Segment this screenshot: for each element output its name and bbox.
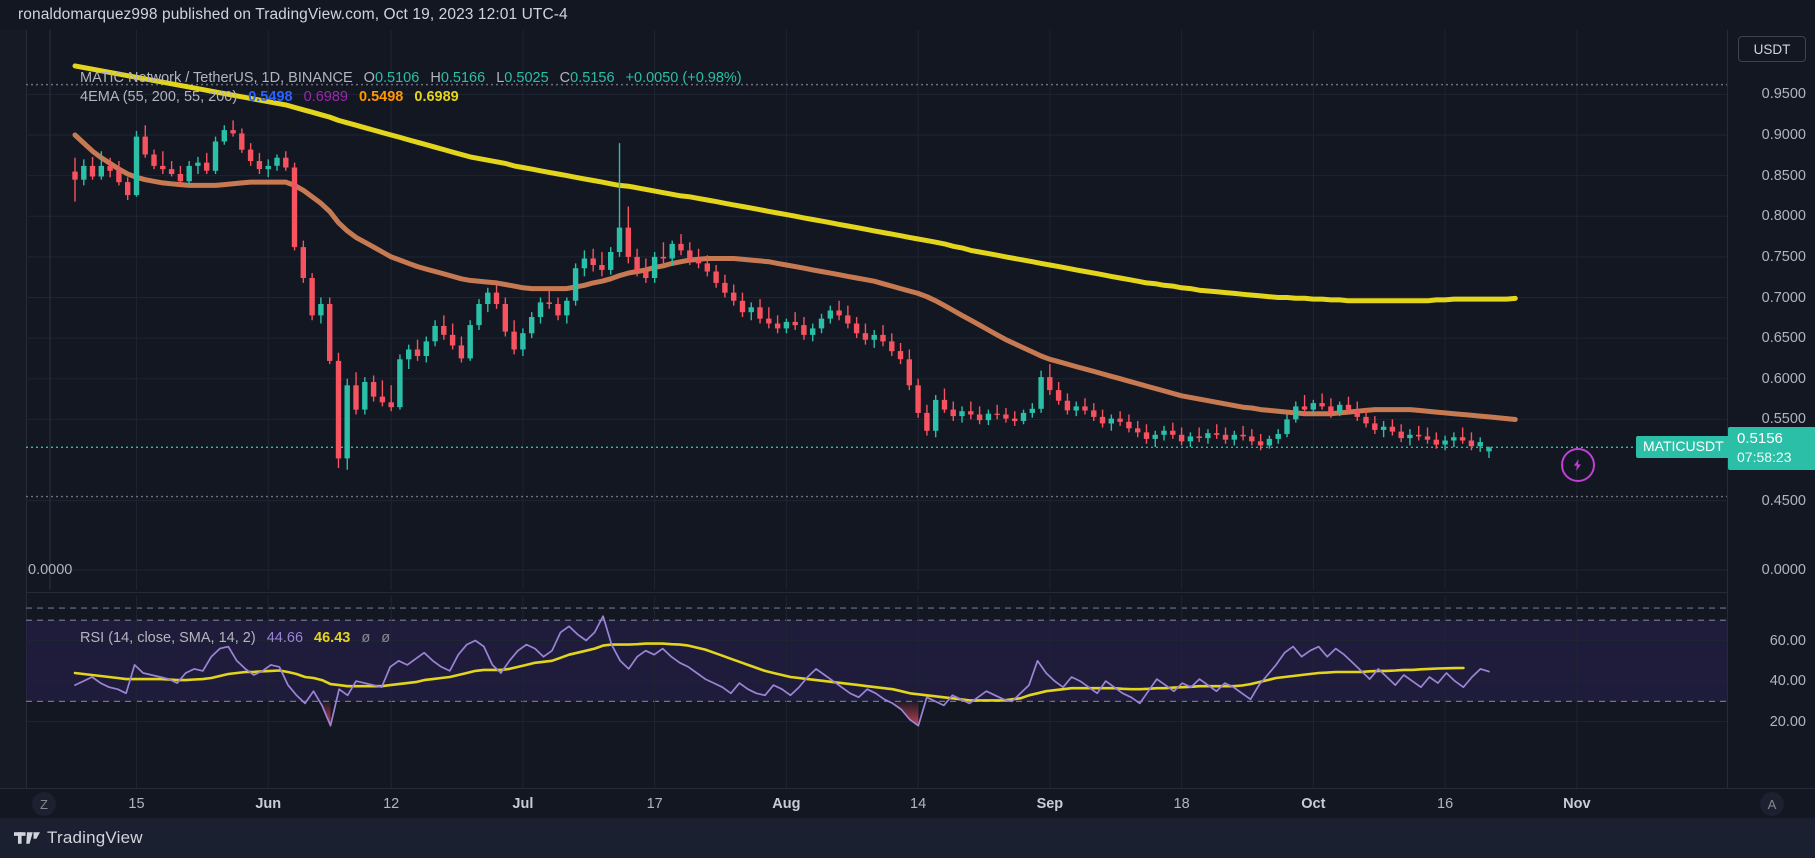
- time-tick-label: 15: [128, 796, 145, 812]
- left-gutter: [0, 30, 27, 788]
- chart-frame: USDT 0.9500 0.9000 0.8500 0.8000 0.7500 0.700…: [0, 30, 1815, 819]
- time-tick-label: 14: [910, 796, 927, 812]
- auto-scale-button[interactable]: A: [1760, 792, 1784, 816]
- countdown-timer: 07:58:23: [1737, 449, 1792, 466]
- time-tick-label: Sep: [1036, 796, 1064, 812]
- time-tick-label: Jun: [255, 796, 282, 812]
- plot-area[interactable]: [26, 30, 1727, 788]
- price-tick-label: 0.6000: [1761, 370, 1806, 387]
- price-axis[interactable]: USDT 0.9500 0.9000 0.8500 0.8000 0.7500 0.700…: [1727, 30, 1815, 788]
- published-text: ronaldomarquez998 published on TradingVi…: [18, 6, 568, 23]
- time-tick-label: 17: [646, 796, 663, 812]
- published-bar: ronaldomarquez998 published on TradingVi…: [0, 0, 1815, 30]
- price-tick-label: 0.4500: [1761, 492, 1806, 509]
- time-axis[interactable]: Z 15 Jun 12 Jul 17 Aug 14 Sep 18 Oct 16 Nov A: [0, 788, 1815, 819]
- time-tick-label: Nov: [1563, 796, 1591, 812]
- price-tick-label: 0.5500: [1761, 411, 1806, 428]
- zero-level-label: 0.0000: [28, 562, 73, 578]
- footer-bar: TradingView: [0, 818, 1815, 858]
- time-tick-label: Aug: [772, 796, 801, 812]
- rsi-tick-label: 40.00: [1769, 673, 1806, 690]
- rsi-pane[interactable]: [26, 596, 1727, 788]
- rsi-chart-svg: [26, 596, 1727, 788]
- price-pane[interactable]: [26, 30, 1727, 590]
- time-tick-label: 16: [1437, 796, 1454, 812]
- tradingview-wordmark: TradingView: [47, 828, 143, 847]
- tradingview-logo[interactable]: TradingView: [0, 828, 143, 848]
- time-tick-label: 18: [1173, 796, 1190, 812]
- price-tick-label: 0.8500: [1761, 167, 1806, 184]
- price-tick-label: 0.6500: [1761, 330, 1806, 347]
- last-price-badge[interactable]: 0.5156 07:58:23: [1728, 427, 1815, 471]
- price-tick-label: 0.0000: [1761, 562, 1806, 578]
- price-chart-svg: [26, 30, 1727, 590]
- rsi-tick-label: 20.00: [1769, 713, 1806, 730]
- symbol-price-badge[interactable]: MATICUSDT: [1636, 436, 1731, 459]
- price-tick-label: 0.9500: [1761, 86, 1806, 103]
- last-price-value: 0.5156: [1737, 430, 1783, 448]
- time-tick-label: Jul: [512, 796, 534, 812]
- rsi-tick-label: 60.00: [1769, 632, 1806, 649]
- timezone-button[interactable]: Z: [32, 792, 56, 816]
- currency-chip[interactable]: USDT: [1738, 36, 1806, 62]
- price-tick-label: 0.7000: [1761, 289, 1806, 306]
- price-tick-label: 0.9000: [1761, 127, 1806, 143]
- tradingview-logo-icon: [14, 832, 40, 844]
- time-tick-label: 12: [383, 796, 400, 812]
- price-tick-label: 0.7500: [1761, 248, 1806, 265]
- pane-separator: [26, 592, 1727, 593]
- time-tick-label: Oct: [1301, 796, 1326, 812]
- lightning-bolt-icon[interactable]: [1561, 448, 1595, 482]
- price-tick-label: 0.8000: [1761, 208, 1806, 225]
